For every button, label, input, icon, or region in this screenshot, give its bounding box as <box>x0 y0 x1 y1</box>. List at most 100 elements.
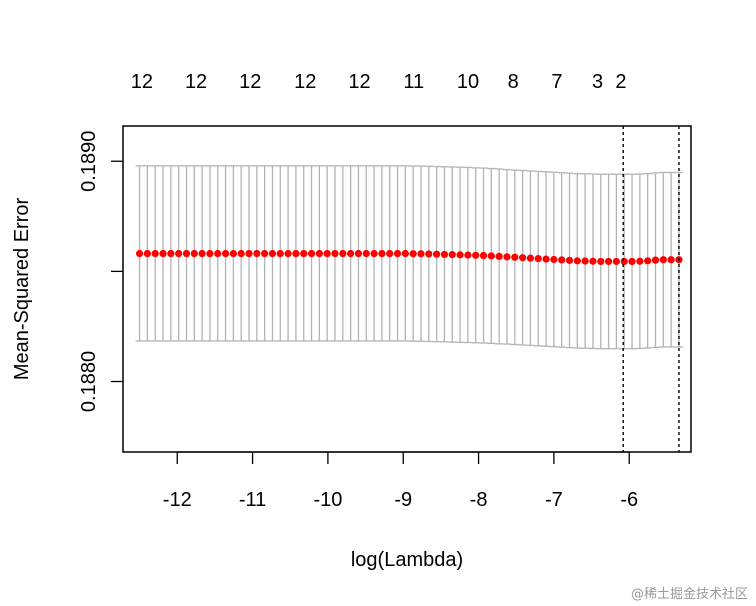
data-point <box>636 257 644 265</box>
data-point <box>526 254 535 262</box>
data-point <box>347 249 355 258</box>
data-point <box>612 257 621 266</box>
top-axis-label: 2 <box>615 71 626 93</box>
y-axis-title: Mean-Squared Error <box>11 198 33 381</box>
top-axis: 12 12 12 12 12 11 10 8 7 3 2 <box>131 71 627 93</box>
top-axis-label: 10 <box>457 71 479 93</box>
data-point <box>659 256 667 264</box>
data-point <box>214 249 222 258</box>
y-tick-label: 0.1880 <box>78 351 100 412</box>
plot-frame <box>122 125 692 453</box>
data-point <box>292 249 300 258</box>
data-point <box>307 249 316 258</box>
data-point <box>472 251 480 259</box>
x-axis: -12 -11 -10 -9 -8 -7 -6 <box>163 451 638 511</box>
data-point <box>315 249 323 258</box>
data-point <box>331 249 339 258</box>
data-point <box>253 249 261 258</box>
top-axis-label: 12 <box>185 71 207 93</box>
data-point <box>651 256 660 264</box>
data-point <box>182 249 191 258</box>
y-tick-label: 0.1890 <box>78 131 100 192</box>
data-point <box>135 249 144 258</box>
top-axis-label: 8 <box>508 71 519 93</box>
data-point <box>440 250 449 259</box>
x-axis-title: log(Lambda) <box>351 549 463 571</box>
reference-lines <box>622 126 680 452</box>
data-point <box>167 249 175 258</box>
top-axis-label: 12 <box>348 71 370 93</box>
top-axis-label: 7 <box>551 71 562 93</box>
data-point <box>573 257 581 265</box>
data-points <box>135 249 683 266</box>
x-tick-label: -12 <box>163 489 192 511</box>
data-point <box>604 257 613 266</box>
data-point <box>378 249 386 258</box>
data-point <box>534 255 542 263</box>
data-point <box>221 249 230 258</box>
data-point <box>464 251 472 259</box>
data-point <box>519 254 527 262</box>
top-axis-label: 12 <box>239 71 261 93</box>
data-point <box>386 249 394 258</box>
data-point <box>433 250 441 258</box>
x-tick-label: -11 <box>239 489 266 511</box>
data-point <box>417 250 425 258</box>
data-point <box>198 249 206 258</box>
data-point <box>151 249 159 258</box>
data-point <box>268 249 277 258</box>
data-point <box>237 249 245 258</box>
data-point <box>159 249 167 258</box>
data-point <box>550 255 558 264</box>
data-point <box>597 257 605 266</box>
data-point <box>362 249 370 258</box>
top-axis-label: 3 <box>592 71 603 93</box>
data-point <box>323 249 331 258</box>
data-point <box>558 256 566 264</box>
data-point <box>667 256 675 264</box>
data-point <box>354 249 363 258</box>
data-point <box>425 250 433 258</box>
data-point <box>487 252 495 260</box>
data-point <box>620 257 628 266</box>
data-point <box>448 251 456 259</box>
data-point <box>628 257 636 266</box>
data-point <box>401 249 409 258</box>
data-point <box>276 249 284 258</box>
x-tick-label: -9 <box>394 489 412 511</box>
data-point <box>284 249 292 258</box>
data-point <box>229 249 237 258</box>
data-point <box>565 256 574 264</box>
top-axis-label: 12 <box>294 71 316 93</box>
data-point <box>479 251 488 260</box>
x-tick-label: -7 <box>545 489 563 511</box>
data-point <box>542 255 550 263</box>
data-point <box>589 257 597 265</box>
data-point <box>175 249 183 258</box>
data-point <box>206 249 214 258</box>
data-point <box>370 249 378 258</box>
data-point <box>495 252 503 260</box>
data-point <box>503 253 511 261</box>
x-tick-label: -8 <box>470 489 488 511</box>
data-point <box>261 249 269 258</box>
data-point <box>339 249 347 258</box>
data-point <box>143 249 151 258</box>
top-axis-label: 11 <box>403 71 424 93</box>
data-point <box>644 257 652 265</box>
watermark: @稀土掘金技术社区 <box>630 587 748 602</box>
x-tick-label: -6 <box>620 489 638 511</box>
data-point <box>511 253 519 261</box>
data-point <box>456 251 464 259</box>
y-axis: 0.1880 0.1890 <box>78 131 123 412</box>
data-point <box>581 257 589 265</box>
top-axis-label: 12 <box>131 71 153 93</box>
data-point <box>300 249 308 258</box>
error-bars <box>135 165 683 350</box>
data-point <box>245 249 253 258</box>
data-point <box>190 249 198 258</box>
data-point <box>393 249 402 258</box>
data-point <box>409 250 417 258</box>
x-tick-label: -10 <box>313 489 342 511</box>
